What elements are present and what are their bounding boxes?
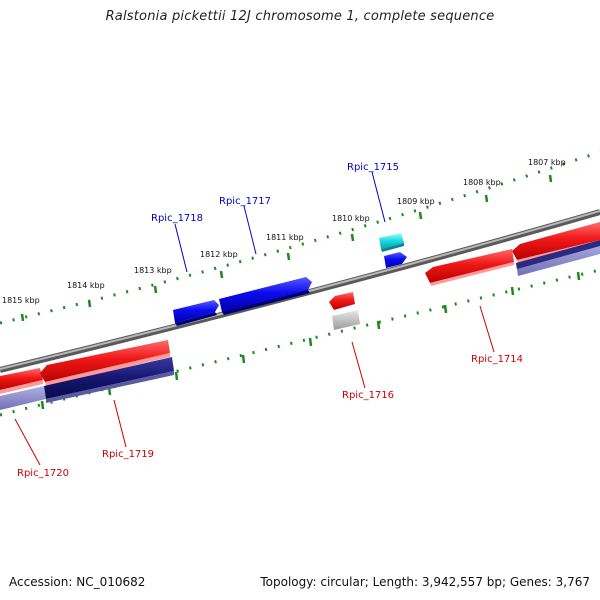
inner-tick [443, 304, 448, 314]
gene-label-rpic-1719: Rpic_1719 [102, 449, 154, 460]
gene-labels: Rpic_1715 Rpic_1717 Rpic_1718 Rpic_1714 … [17, 162, 523, 479]
inner-tick [576, 271, 581, 281]
reverse-strand-genes [0, 340, 174, 410]
gene-rpic-1720[interactable] [0, 368, 43, 394]
scale-label: 1813 kbp [134, 266, 172, 275]
leader-rpic-1719 [113, 399, 127, 448]
inner-tick [376, 320, 381, 330]
inner-tick [174, 371, 179, 381]
tick-1813 [153, 285, 158, 294]
tick-1811 [286, 252, 291, 261]
gene-label-rpic-1715: Rpic_1715 [347, 162, 399, 173]
tick-1812 [219, 270, 224, 279]
gene-label-rpic-1716: Rpic_1716 [342, 390, 394, 401]
inner-tick [510, 286, 515, 296]
gene-label-rpic-1717: Rpic_1717 [219, 196, 271, 207]
gene-label-rpic-1718: Rpic_1718 [151, 213, 203, 224]
leader-rpic-1720 [14, 418, 41, 466]
accession-text: Accession: NC_010682 [9, 575, 146, 589]
inner-tick [40, 400, 45, 410]
leader-rpic-1714 [479, 305, 495, 353]
gene-rpic-1719[interactable] [40, 340, 170, 386]
forward-strand-genes [173, 222, 600, 330]
outer-major-ticks [20, 174, 553, 322]
scale-label: 1809 kbp [397, 197, 435, 206]
leader-rpic-1716 [351, 341, 366, 389]
tick-1807 [548, 174, 553, 183]
gene-rpic-1714[interactable] [425, 249, 514, 286]
inner-tick [241, 354, 246, 364]
scale-label: 1815 kbp [2, 296, 40, 305]
outer-scale-ring [0, 150, 600, 325]
leader-rpic-1715 [371, 171, 386, 223]
gene-rpic-1715-small[interactable] [384, 252, 407, 268]
inner-major-ticks [40, 271, 581, 410]
scale-label: 1808 kbp [463, 178, 501, 187]
chromosome-backbone [0, 209, 600, 373]
scale-label: 1814 kbp [67, 281, 105, 290]
gene-rpic-1716-red[interactable] [329, 292, 355, 310]
tick-1808 [484, 194, 489, 203]
outer-scale-dots [0, 150, 600, 325]
map-title: Ralstonia pickettii 12J chromosome 1, co… [105, 9, 495, 24]
cds-navy-left[interactable] [0, 357, 174, 410]
gene-rpic-1716[interactable] [332, 310, 360, 330]
inner-scale-ring [0, 268, 600, 417]
scale-label: 1807 kbp [528, 158, 566, 167]
tick-1814 [87, 299, 92, 308]
scale-label: 1811 kbp [266, 233, 304, 242]
scale-labels: 1815 kbp 1814 kbp 1813 kbp 1812 kbp 1811… [2, 158, 566, 305]
tick-1810 [350, 233, 355, 242]
gene-rpic-1718[interactable] [173, 300, 219, 326]
gene-rpic-1715[interactable] [379, 233, 404, 252]
gene-rpic-1717[interactable] [219, 277, 312, 315]
inner-tick [308, 337, 313, 347]
leader-rpic-1717 [243, 205, 257, 255]
gene-label-rpic-1720: Rpic_1720 [17, 468, 69, 479]
gene-label-rpic-1714: Rpic_1714 [471, 354, 523, 365]
label-leaders [14, 171, 495, 466]
scale-label: 1810 kbp [332, 214, 370, 223]
scale-label: 1812 kbp [200, 250, 238, 259]
tick-1815 [20, 313, 25, 322]
genome-summary-text: Topology: circular; Length: 3,942,557 bp… [260, 575, 590, 589]
tick-1809 [418, 211, 423, 220]
cds-navy-right[interactable] [516, 240, 600, 276]
leader-rpic-1718 [174, 223, 188, 273]
